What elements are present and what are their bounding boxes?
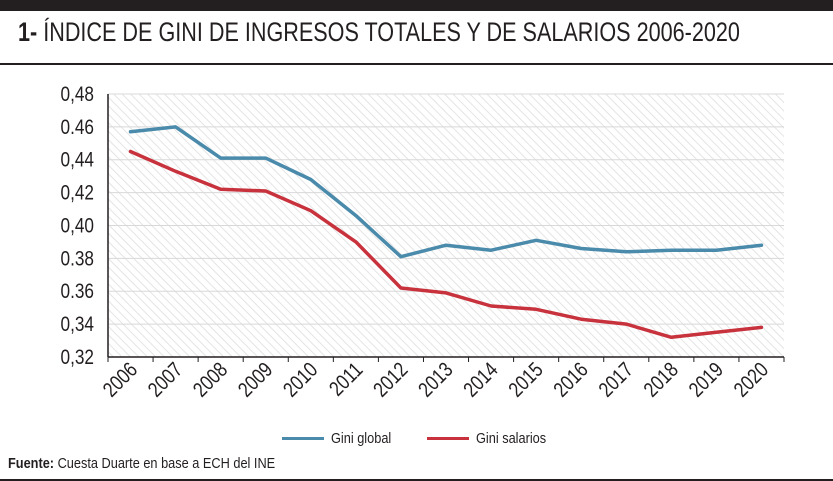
title-rule xyxy=(0,63,833,65)
x-tick-label: 2006 xyxy=(99,359,142,402)
source-text: Cuesta Duarte en base a ECH del INE xyxy=(57,455,276,472)
legend-label-global: Gini global xyxy=(331,429,392,447)
x-tick-label: 2011 xyxy=(325,359,367,401)
top-bar xyxy=(0,0,833,11)
y-tick-label: 0,34 xyxy=(60,314,94,337)
x-tick-label: 2008 xyxy=(189,359,232,402)
legend-item-salarios: Gini salarios xyxy=(427,428,559,448)
y-tick-label: 0,42 xyxy=(60,182,94,205)
bottom-rule xyxy=(0,479,833,481)
y-tick-label: 0,32 xyxy=(60,347,94,370)
x-tick-label: 2020 xyxy=(730,359,773,402)
x-tick-label: 2013 xyxy=(415,359,458,402)
y-tick-label: 0.38 xyxy=(60,248,94,271)
x-tick-label: 2015 xyxy=(505,359,548,402)
x-tick-label: 2016 xyxy=(550,359,593,402)
y-tick-label: 0,48 xyxy=(60,84,94,107)
y-tick-label: 0.46 xyxy=(60,116,94,139)
y-tick-label: 0,44 xyxy=(60,149,94,172)
series-line-gini-salarios xyxy=(128,149,764,340)
series-line-gini-global xyxy=(128,125,764,259)
legend-swatch-salarios xyxy=(427,436,469,440)
chart-title-text: ÍNDICE DE GINI DE INGRESOS TOTALES Y DE … xyxy=(43,17,740,47)
x-tick-label: 2014 xyxy=(460,358,504,402)
chart-number: 1- xyxy=(18,17,38,47)
legend-item-global: Gini global xyxy=(282,428,402,448)
x-tick-label: 2007 xyxy=(144,359,187,402)
y-tick-label: 0.36 xyxy=(60,281,94,304)
y-tick-label: 0,40 xyxy=(60,215,94,238)
chart-title: 1- ÍNDICE DE GINI DE INGRESOS TOTALES Y … xyxy=(18,17,740,48)
x-tick-label: 2012 xyxy=(369,359,412,402)
legend-label-salarios: Gini salarios xyxy=(476,429,547,447)
source-label: Fuente: xyxy=(8,455,55,472)
legend: Gini global Gini salarios xyxy=(0,428,833,448)
legend-swatch-global xyxy=(282,436,324,440)
x-tick-label: 2009 xyxy=(234,359,277,402)
source-note: Fuente: Cuesta Duarte en base a ECH del … xyxy=(8,455,275,472)
x-tick-label: 2019 xyxy=(685,359,728,402)
x-tick-label: 2010 xyxy=(279,359,322,402)
line-chart: 0,32 0,34 0.36 0.38 0,40 0,42 0,44 0.46 0,48 2006… xyxy=(60,84,785,402)
x-tick-label: 2018 xyxy=(640,359,683,402)
x-tick-label: 2017 xyxy=(595,359,638,402)
